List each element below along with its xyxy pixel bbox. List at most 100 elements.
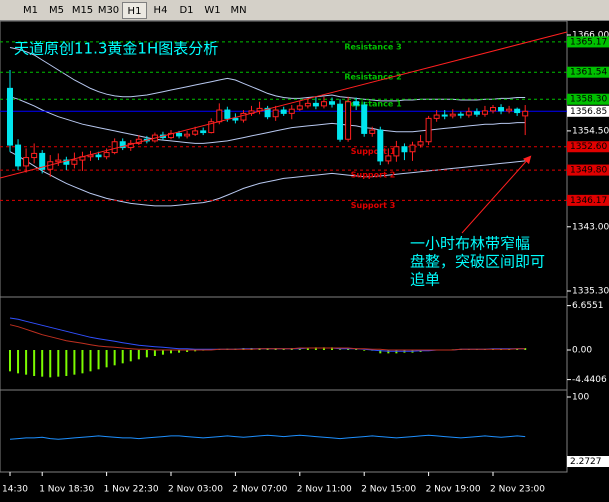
candle-body [240, 112, 247, 121]
x-tick-label: 2 Nov 19:00 [426, 485, 481, 495]
candle-body [288, 108, 295, 114]
level-label: 1352.60 [570, 142, 607, 152]
indicator-line [9, 317, 526, 352]
candle-body [184, 133, 191, 137]
candle-body [425, 117, 432, 143]
level-label: 1349.80 [570, 166, 607, 176]
candle-body [23, 157, 30, 167]
candle-body [449, 113, 456, 117]
candle-body [208, 121, 215, 134]
candle-body [353, 101, 360, 106]
candle-body [337, 103, 344, 140]
timeframe-button[interactable]: MN [230, 5, 247, 16]
annotation: 追单 [410, 271, 440, 289]
candle-body [39, 152, 46, 170]
level-name: Resistance 1 [344, 100, 402, 109]
y-tick-label: 1335.30 [572, 287, 609, 297]
candle-body [385, 155, 392, 162]
candle-body [361, 104, 368, 134]
candle-body [264, 107, 271, 118]
y-tick-label: 1366.00 [572, 31, 609, 41]
candle-body [473, 111, 480, 115]
timeframe-button[interactable]: M1 [23, 5, 38, 16]
chart-title: 天道原创11.3黄金1H图表分析 [14, 40, 218, 58]
x-tick-label: 14:30 [2, 485, 28, 495]
price-box [567, 105, 609, 117]
candle-body [401, 146, 408, 153]
candle-body [393, 146, 400, 157]
oscillator-line [9, 434, 526, 440]
candle-body [296, 105, 303, 110]
x-tick-label: 2 Nov 15:00 [361, 485, 416, 495]
candle-body [168, 132, 174, 139]
x-tick-label: 2 Nov 11:00 [297, 485, 352, 495]
candle-body [119, 141, 126, 149]
candle-body [345, 101, 352, 140]
candle-body [63, 159, 70, 165]
level-label: 1358.30 [570, 95, 607, 105]
candle-body [71, 159, 78, 165]
candle-body [514, 108, 521, 114]
price-label: 1356.85 [570, 107, 607, 117]
candle-body [409, 144, 416, 153]
candle-body [377, 129, 384, 162]
y-tick-label: 1354.50 [572, 126, 609, 136]
y-tick-label: 100 [572, 393, 589, 403]
timeframe-button[interactable]: D1 [179, 5, 194, 16]
candle-body [498, 107, 505, 112]
timeframe-button[interactable]: H1 [122, 2, 147, 19]
candle-body [224, 109, 231, 119]
x-tick-label: 1 Nov 22:30 [104, 485, 159, 495]
trend-line [0, 31, 568, 179]
candle-body [280, 109, 287, 114]
x-tick-label: 2 Nov 07:00 [232, 485, 287, 495]
y-tick-label: 1343.00 [572, 222, 609, 232]
candle-body [312, 102, 319, 107]
x-tick-label: 1 Nov 18:30 [39, 485, 94, 495]
level-box [567, 66, 609, 78]
timeframe-button[interactable]: H4 [153, 5, 168, 16]
current-box [567, 456, 609, 468]
level-name: Support 1 [351, 147, 396, 156]
y-tick-label: 0.00 [572, 346, 592, 356]
y-tick-label: -4.4406 [572, 375, 607, 385]
candle-body [55, 159, 62, 163]
candle-body [176, 132, 183, 137]
indicator-line [9, 324, 526, 351]
osc-frame [0, 389, 568, 473]
annotation: 一小时布林带窄幅 [410, 235, 530, 253]
level-label: 1365.17 [570, 37, 607, 47]
candle-body [232, 117, 239, 121]
candle-body [329, 101, 335, 105]
candle-body [272, 109, 279, 118]
level-name: Support 2 [351, 171, 396, 180]
candle-body [465, 111, 472, 116]
candle-body [95, 154, 102, 158]
timeframe-button[interactable]: M30 [97, 5, 120, 16]
candle-body [506, 108, 513, 112]
candle-body [433, 114, 440, 119]
level-label: 1361.54 [570, 68, 607, 78]
timeframe-button[interactable]: M15 [71, 5, 94, 16]
candle-body [31, 152, 38, 159]
x-tick-label: 2 Nov 23:00 [490, 485, 545, 495]
candle-body [103, 152, 110, 158]
candle-body [457, 113, 464, 116]
level-name: Resistance 3 [344, 42, 401, 51]
candle-body [304, 102, 311, 107]
timeframe-button[interactable]: W1 [204, 5, 221, 16]
x-tick-label: 2 Nov 03:00 [168, 485, 223, 495]
candle-body [200, 130, 207, 134]
candle-body [490, 107, 496, 112]
candle-body [7, 87, 13, 146]
level-box [567, 36, 609, 48]
candle-body [216, 109, 223, 123]
candle-body [111, 141, 118, 154]
candle-body [320, 101, 327, 107]
annotation-arrow [461, 155, 532, 234]
annotation: 盘整，突破区间即可 [410, 253, 545, 271]
candle-body [441, 114, 448, 117]
timeframe-button[interactable]: M5 [49, 5, 64, 16]
